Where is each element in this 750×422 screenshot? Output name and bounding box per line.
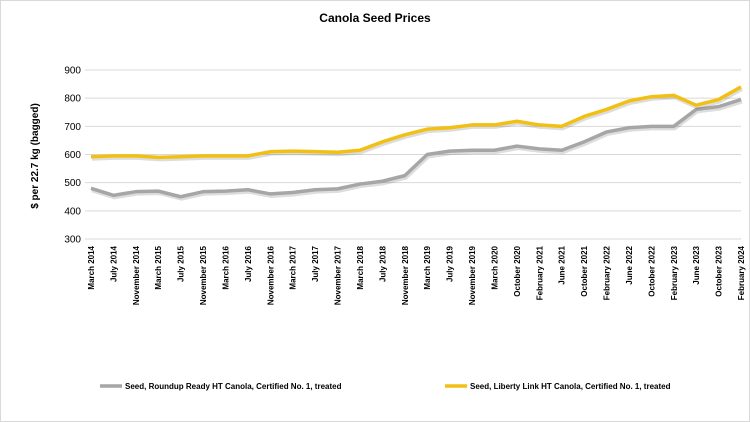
x-tick-label: November 2015 [199,245,208,305]
x-tick-label: July 2019 [446,245,455,282]
y-tick-label: 300 [64,235,81,246]
y-axis-label: $ per 22.7 kg (bagged) [30,103,41,209]
x-tick-label: March 2014 [87,245,96,289]
x-tick-label: June 2023 [692,245,701,284]
legend-label: Seed, Roundup Ready HT Canola, Certified… [125,382,342,391]
x-tick-label: March 2016 [221,245,230,289]
x-tick-label: October 2022 [647,245,656,296]
x-tick-label: February 2021 [535,245,544,300]
y-tick-label: 400 [64,206,81,217]
x-tick-label: July 2015 [177,245,186,282]
x-tick-label: February 2022 [603,245,612,300]
x-tick-label: February 2023 [670,245,679,300]
x-tick-label: November 2018 [401,245,410,305]
x-tick-label: November 2016 [266,245,275,305]
x-tick-label: March 2020 [490,245,499,289]
x-tick-label: October 2023 [715,245,724,296]
legend-label: Seed, Liberty Link HT Canola, Certified … [470,382,671,391]
y-tick-label: 600 [64,150,81,161]
x-tick-label: November 2014 [132,245,141,305]
x-tick-label: March 2019 [423,245,432,289]
x-tick-label: October 2020 [513,245,522,296]
y-tick-label: 800 [64,94,81,105]
x-tick-label: June 2021 [558,245,567,284]
x-tick-label: March 2018 [356,245,365,289]
x-tick-label: June 2022 [625,245,634,284]
x-tick-label: October 2021 [580,245,589,296]
series-line-1 [90,97,742,199]
x-tick-label: November 2017 [334,245,343,305]
y-tick-label: 900 [64,66,81,77]
y-tick-label: 500 [64,178,81,189]
series-shadow [91,99,743,201]
x-tick-label: July 2017 [311,245,320,282]
chart-title: Canola Seed Prices [319,11,431,25]
y-tick-label: 700 [64,122,81,133]
series-line-2 [90,85,742,160]
x-tick-label: November 2019 [468,245,477,305]
x-tick-label: February 2024 [737,245,746,300]
x-tick-label: July 2018 [378,245,387,282]
x-tick-label: March 2015 [154,245,163,289]
series-shadow [91,87,743,162]
x-tick-label: July 2016 [244,245,253,282]
x-tick-label: July 2014 [109,245,118,282]
x-tick-label: March 2017 [289,245,298,289]
